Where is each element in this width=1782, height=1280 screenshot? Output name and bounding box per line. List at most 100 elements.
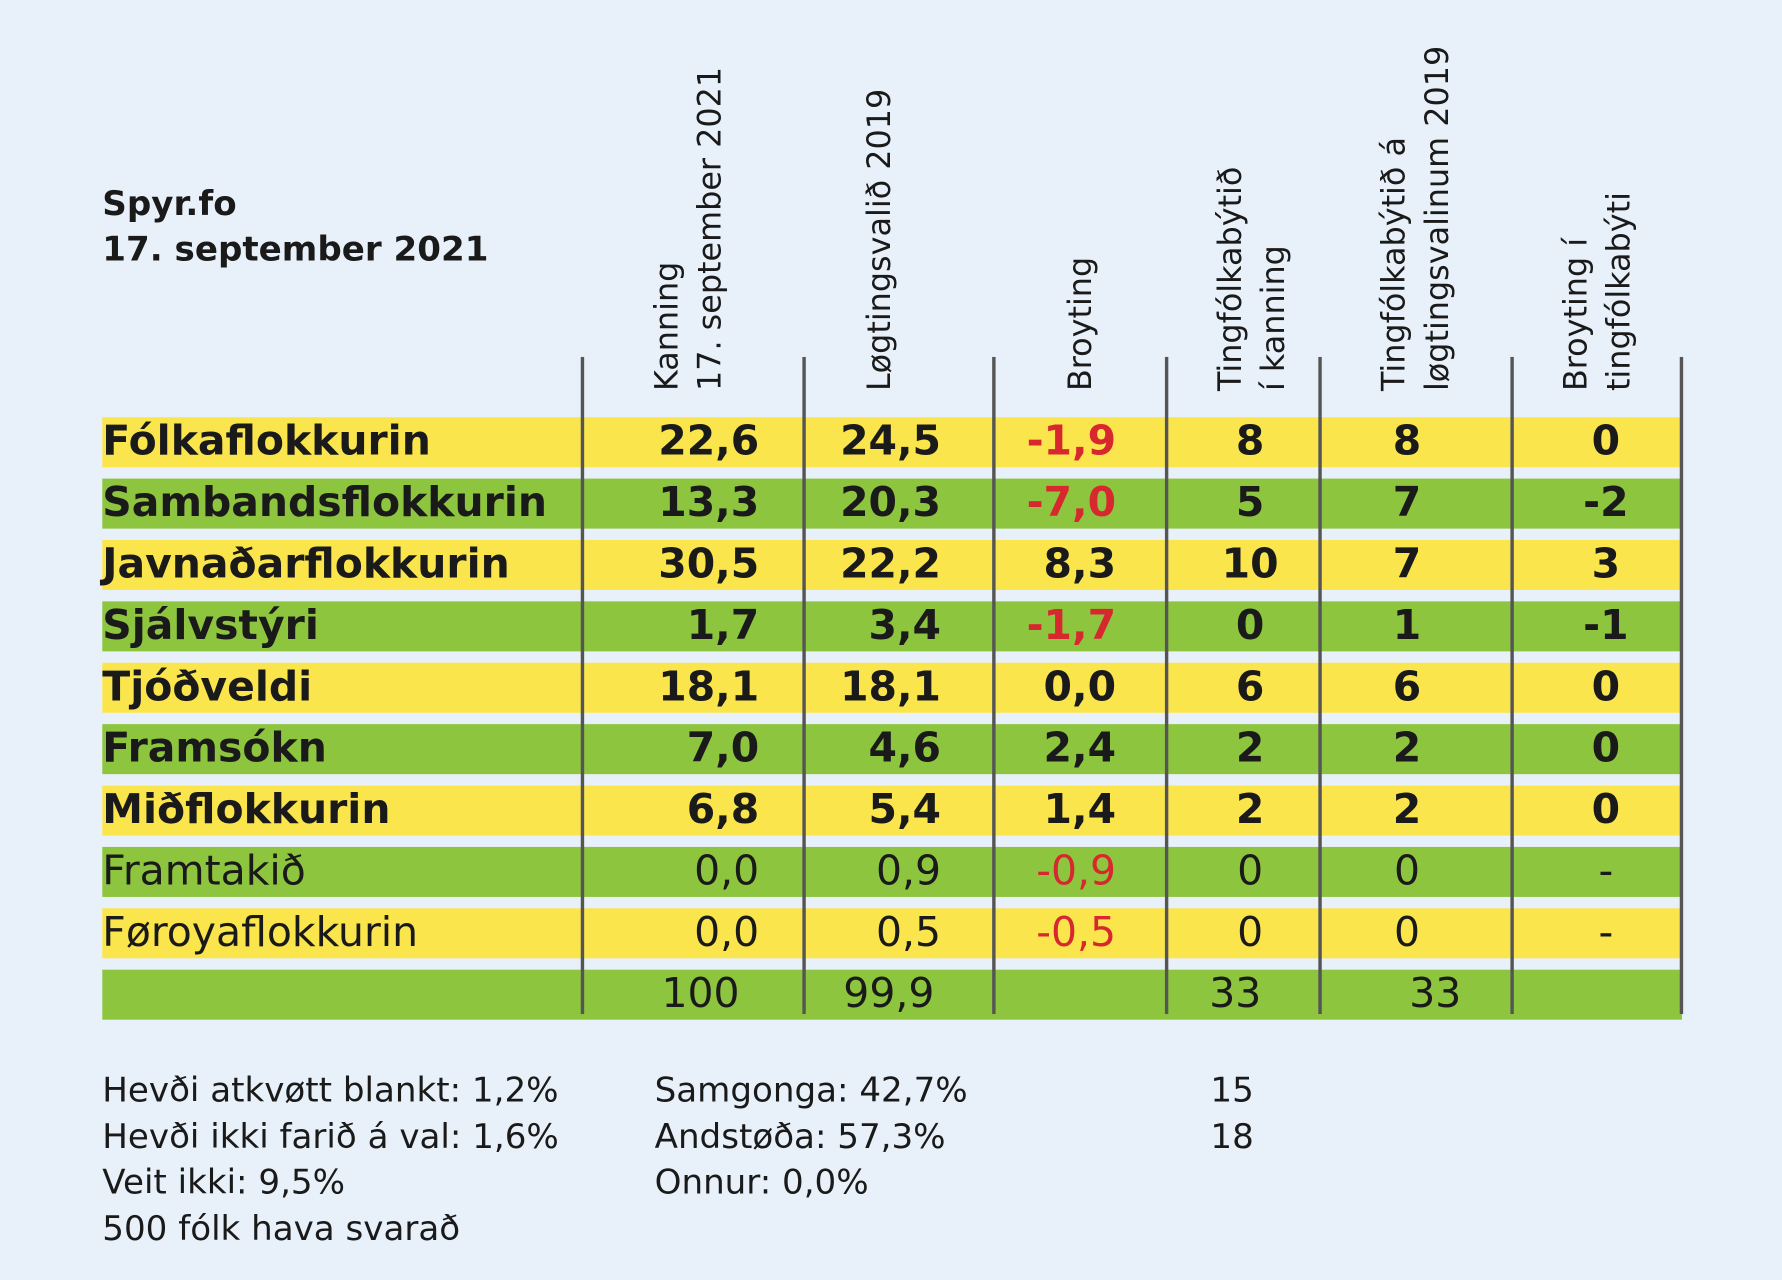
column-divider [802, 356, 806, 1015]
seats-2019: 6 [1392, 663, 1422, 711]
party-name: Sjálvstýri [102, 602, 319, 650]
survey-total: 100 [661, 970, 740, 1018]
survey-value: 0,0 [694, 848, 760, 895]
seats-survey: 2 [1235, 725, 1265, 772]
column-divider [1510, 356, 1514, 1015]
survey-value: 1,7 [686, 602, 760, 650]
survey-value: 30,5 [658, 541, 760, 588]
party-name: Miðflokkurin [102, 786, 391, 834]
table-row: Miðflokkurin 6,8 5,4 1,4 2 2 0 [102, 785, 1683, 836]
note-opposition-seats: 18 [1210, 1116, 1254, 1157]
table-row: Framsókn 7,0 4,6 2,4 2 2 0 [102, 724, 1683, 775]
seats-2019: 7 [1392, 479, 1422, 527]
table-row: Javnaðarflokkurin 30,5 22,2 8,3 10 7 3 [102, 539, 1683, 590]
seat-change: - [1598, 848, 1614, 895]
table-row: Føroyaflokkurin 0,0 0,5 -0,5 0 0 - [102, 908, 1683, 959]
election-value: 0,9 [875, 848, 942, 895]
table-row: Sambandsflokkurin 13,3 20,3 -7,0 5 7 -2 [102, 478, 1683, 529]
change-value: -0,5 [1036, 909, 1117, 957]
column-divider [1164, 356, 1169, 1015]
column-divider [1679, 356, 1684, 1015]
table-row: Tjóðveldi 18,1 18,1 0,0 6 6 0 [102, 662, 1683, 713]
change-value: -0,9 [1036, 848, 1117, 895]
seats-2019: 2 [1392, 786, 1422, 834]
note-respondents: 500 fólk hava svarað [102, 1208, 461, 1249]
election-value: 5,4 [868, 786, 942, 834]
seat-change: -1 [1583, 602, 1629, 650]
source-name: Spyr.fo [102, 184, 237, 224]
note-opposition: Andstøða: 57,3% [654, 1116, 946, 1157]
survey-value: 0,0 [694, 909, 760, 957]
seats-2019: 2 [1392, 725, 1422, 772]
change-value: 1,4 [1043, 786, 1117, 834]
note-blank: Hevði atkvøtt blankt: 1,2% [102, 1070, 559, 1111]
totals-row: 100 99,9 33 33 [102, 969, 1683, 1020]
header-seat-change: Broyting í tingfólkabýti [1557, 192, 1638, 392]
seat-change: - [1598, 909, 1614, 957]
survey-value: 13,3 [658, 479, 760, 527]
party-name: Føroyaflokkurin [102, 909, 419, 957]
column-divider [992, 356, 996, 1015]
table-row: Framtakið 0,0 0,9 -0,9 0 0 - [102, 846, 1683, 897]
seats-2019: 7 [1392, 541, 1422, 588]
notes-left: Hevði atkvøtt blankt: 1,2% Hevði ikki fa… [102, 1069, 559, 1253]
note-coalition: Samgonga: 42,7% [654, 1070, 968, 1111]
header-survey: Kanning 17. september 2021 [647, 66, 729, 392]
election-value: 24,5 [840, 418, 942, 465]
change-value: -1,9 [1026, 418, 1117, 465]
column-divider [580, 356, 585, 1015]
seats-survey: 0 [1237, 848, 1264, 895]
election-value: 4,6 [868, 725, 942, 772]
election-total: 99,9 [843, 970, 935, 1018]
election-value: 18,1 [840, 663, 942, 711]
survey-value: 6,8 [686, 786, 760, 834]
seats-2019: 0 [1393, 848, 1421, 895]
election-value: 0,5 [875, 909, 942, 957]
seats-2019: 0 [1393, 909, 1421, 957]
survey-value: 7,0 [686, 725, 760, 772]
column-divider [1318, 356, 1322, 1015]
seat-change: 3 [1591, 541, 1621, 588]
party-name: Sambandsflokkurin [102, 479, 547, 527]
seats-survey: 0 [1237, 909, 1264, 957]
change-value: 8,3 [1043, 541, 1117, 588]
survey-value: 22,6 [658, 418, 760, 465]
notes-right: 15 18 [1210, 1069, 1253, 1161]
header-election-2019: Løgtingsvalið 2019 [860, 88, 898, 392]
seats-2019: 1 [1392, 602, 1422, 650]
seats-2019-total: 33 [1409, 970, 1462, 1018]
election-value: 22,2 [840, 541, 942, 588]
seats-survey: 5 [1235, 479, 1265, 527]
party-name: Framsókn [102, 725, 327, 772]
note-coalition-seats: 15 [1210, 1070, 1254, 1111]
table-row: Fólkaflokkurin 22,6 24,5 -1,9 8 8 0 [102, 417, 1683, 468]
election-value: 20,3 [840, 479, 942, 527]
change-value: -7,0 [1026, 479, 1117, 527]
seats-survey: 6 [1235, 663, 1265, 711]
source-date: 17. september 2021 [102, 229, 489, 270]
seats-survey: 0 [1235, 602, 1265, 650]
header-change: Broyting [1061, 256, 1099, 392]
seat-change: 0 [1591, 663, 1621, 711]
seats-survey: 10 [1221, 541, 1279, 588]
seat-change: -2 [1583, 479, 1629, 527]
notes-middle: Samgonga: 42,7% Andstøða: 57,3% Onnur: 0… [655, 1069, 968, 1207]
table-row: Sjálvstýri 1,7 3,4 -1,7 0 1 -1 [102, 601, 1683, 652]
survey-value: 18,1 [658, 663, 760, 711]
change-value: -1,7 [1026, 602, 1117, 650]
seats-survey-total: 33 [1209, 970, 1262, 1018]
note-other: Onnur: 0,0% [654, 1162, 869, 1203]
source-block: Spyr.fo 17. september 2021 [102, 182, 488, 273]
note-dont-know: Veit ikki: 9,5% [102, 1162, 345, 1203]
change-value: 2,4 [1043, 725, 1117, 772]
party-name: Fólkaflokkurin [102, 418, 431, 465]
seat-change: 0 [1591, 725, 1621, 772]
seats-survey: 2 [1235, 786, 1265, 834]
election-value: 3,4 [868, 602, 942, 650]
party-name: Framtakið [102, 848, 306, 895]
header-seats-2019: Tingfólkabýtið á løgtingsvalinum 2019 [1375, 45, 1456, 392]
party-name: Javnaðarflokkurin [102, 541, 510, 588]
seats-survey: 8 [1235, 418, 1265, 465]
seat-change: 0 [1591, 786, 1621, 834]
